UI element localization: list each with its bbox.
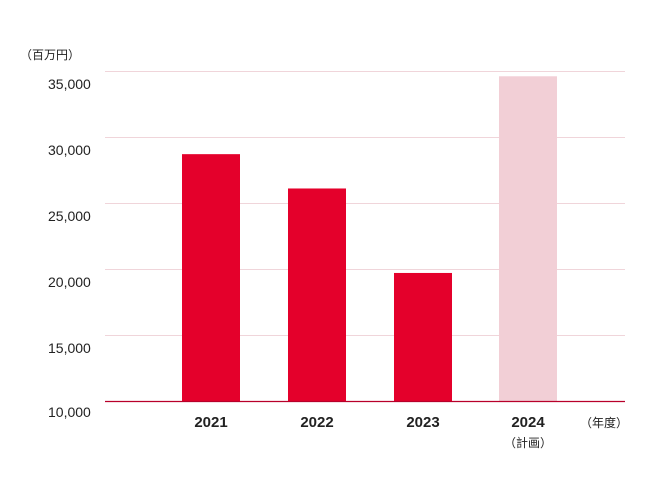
bar-2022 [288,188,346,401]
y-tick-label: 15,000 [48,340,91,356]
y-tick-label: 25,000 [48,208,91,224]
x-category-sublabel-2024: （計画） [504,435,552,450]
y-tick-label: 30,000 [48,142,91,158]
x-axis-unit-label: （年度） [580,415,628,430]
y-tick-label: 10,000 [48,404,91,420]
x-category-label-2021: 2021 [194,414,227,431]
y-axis-tick-labels: 10,000 15,000 20,000 25,000 30,000 35,000 [48,76,91,420]
bar-2023 [394,272,452,401]
x-axis-category-labels: 2021 2022 2023 2024 （計画） [194,414,552,450]
y-axis-unit-label: （百万円） [20,48,80,62]
x-category-label-2023: 2023 [406,414,439,431]
bar-2024 [499,76,557,401]
y-tick-label: 35,000 [48,76,91,92]
bars [182,76,557,401]
x-category-label-2024: 2024 [511,414,545,431]
x-category-label-2022: 2022 [300,414,333,431]
bar-2021 [182,154,240,401]
y-tick-label: 20,000 [48,274,91,290]
